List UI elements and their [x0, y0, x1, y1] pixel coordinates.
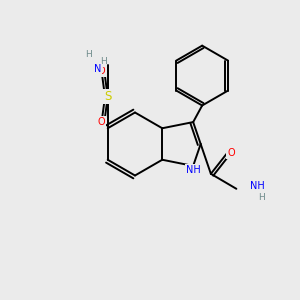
Text: O: O [98, 117, 106, 127]
Text: N: N [94, 64, 101, 74]
Text: NH: NH [186, 164, 200, 175]
Text: H: H [258, 193, 265, 202]
Text: S: S [104, 90, 111, 103]
Text: H: H [85, 50, 92, 59]
Text: O: O [98, 66, 106, 76]
Text: NH: NH [250, 181, 265, 191]
Text: H: H [100, 57, 106, 66]
Text: O: O [227, 148, 235, 158]
